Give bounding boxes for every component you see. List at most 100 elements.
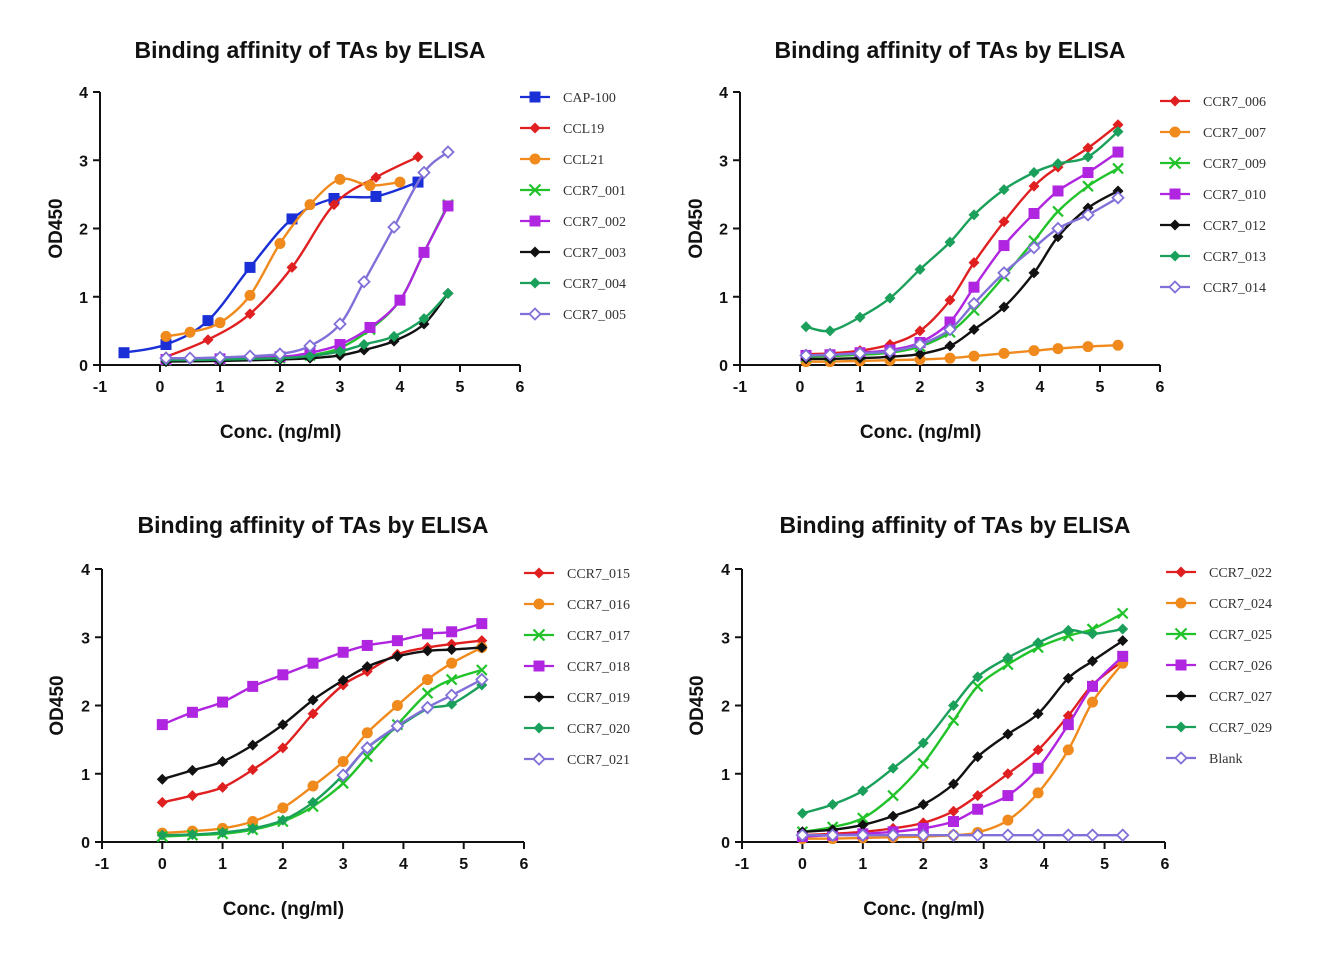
data-point	[337, 674, 349, 686]
data-point	[1112, 162, 1124, 175]
chart-title: Binding affinity of TAs by ELISA	[138, 512, 489, 538]
data-point	[887, 789, 899, 802]
data-point	[1052, 205, 1064, 218]
data-point	[390, 719, 405, 733]
legend-label: CCR7_029	[1209, 721, 1272, 736]
data-point	[1082, 202, 1094, 214]
data-point	[244, 261, 256, 273]
series-cap-100	[118, 176, 424, 359]
y-tick-label: 0	[719, 358, 728, 375]
data-point	[972, 790, 984, 802]
chart-panel-3: Binding affinity of TAs by ELISA Conc. (n…	[47, 512, 630, 920]
y-tick-label: 2	[721, 699, 730, 716]
data-point	[1062, 672, 1074, 684]
legend-label: CCR7_003	[563, 246, 626, 261]
data-point	[328, 192, 340, 204]
data-point	[944, 340, 956, 352]
legend-swatch-marker	[1175, 721, 1187, 733]
series-blank	[795, 828, 1130, 842]
data-point	[1061, 828, 1076, 842]
x-tick-label: 5	[1100, 856, 1109, 873]
legend-label: CAP-100	[563, 91, 616, 106]
data-point	[1086, 680, 1098, 692]
data-point	[968, 324, 980, 336]
data-point	[917, 798, 929, 810]
legend-swatch-marker	[533, 691, 545, 703]
data-point	[1082, 151, 1094, 163]
x-tick-label: 4	[1040, 856, 1049, 873]
series-line	[161, 646, 482, 781]
data-point	[1112, 119, 1124, 131]
data-point	[854, 311, 866, 323]
x-tick-label: 4	[399, 856, 408, 873]
x-tick-label: 3	[339, 856, 348, 873]
legend-swatch-marker	[1175, 566, 1187, 578]
data-point	[1032, 744, 1044, 756]
data-point	[948, 700, 959, 711]
data-point	[303, 339, 317, 353]
data-point	[183, 351, 197, 365]
data-point	[446, 626, 458, 638]
data-point	[968, 281, 980, 293]
data-point	[1002, 814, 1014, 826]
data-point	[997, 266, 1011, 280]
data-point	[1028, 267, 1040, 279]
data-point	[307, 708, 319, 720]
series-ccr7-026	[796, 650, 1129, 843]
data-point	[947, 714, 960, 727]
series-ccr7-022	[796, 655, 1129, 841]
data-point	[417, 165, 431, 180]
data-point	[1117, 623, 1129, 635]
data-point	[364, 321, 376, 333]
data-point	[446, 644, 458, 656]
legend-swatch-marker	[528, 183, 542, 197]
data-point	[244, 289, 256, 301]
legend-label: CCR7_018	[567, 660, 630, 675]
x-tick-label: 4	[1036, 379, 1045, 396]
data-point	[214, 317, 226, 329]
data-point	[917, 737, 929, 749]
data-point	[476, 641, 488, 653]
data-point	[156, 773, 168, 785]
legend-label: CCR7_006	[1203, 95, 1266, 110]
data-point	[1112, 126, 1124, 138]
series-ccr7-016	[156, 641, 488, 839]
data-point	[364, 180, 376, 192]
series-line	[805, 167, 1119, 358]
data-point	[913, 337, 927, 352]
data-point	[857, 819, 869, 831]
legend-label: CCR7_016	[567, 598, 630, 613]
data-point	[186, 790, 198, 802]
data-point	[184, 326, 196, 338]
x-tick-label: -1	[735, 856, 749, 873]
series-ccr7-019	[156, 641, 488, 785]
legend-label: CCR7_026	[1209, 659, 1272, 674]
data-point	[1115, 828, 1130, 842]
y-tick-label: 4	[81, 562, 90, 579]
x-axis-label: Conc. (ng/ml)	[863, 899, 984, 920]
data-point	[968, 257, 980, 269]
chart-title: Binding affinity of TAs by ELISA	[780, 512, 1131, 538]
data-point	[307, 796, 319, 808]
data-point	[273, 347, 287, 361]
legend-label: CCR7_021	[567, 753, 630, 768]
series-line	[805, 196, 1119, 357]
data-point	[1002, 728, 1014, 740]
data-point	[247, 764, 259, 776]
x-tick-label: 1	[216, 379, 225, 396]
series-line	[162, 646, 483, 835]
legend-swatch-marker	[528, 307, 542, 321]
series-ccr7-013	[800, 126, 1124, 337]
series-ccr7-004	[160, 287, 454, 366]
series-ccl19	[160, 151, 424, 363]
data-point	[274, 238, 286, 250]
data-point	[827, 798, 839, 810]
data-point	[1052, 158, 1064, 170]
x-tick-label: 6	[516, 379, 525, 396]
y-axis-label: OD450	[686, 198, 707, 258]
data-point	[328, 199, 340, 211]
series-line	[165, 155, 419, 358]
series-ccr7-010	[800, 146, 1124, 361]
data-point	[1111, 191, 1125, 205]
